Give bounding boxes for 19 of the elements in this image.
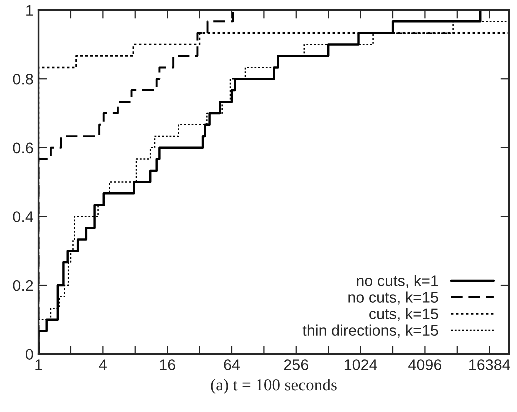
y-tick-label: 0 — [26, 349, 34, 360]
x-tick-label: 16 — [160, 360, 176, 370]
y-tick-label: 1 — [26, 5, 34, 16]
x-tick-label: 4 — [99, 360, 107, 370]
legend-label: no cuts, k=15 — [348, 292, 438, 305]
x-tick-label: 16384 — [470, 360, 510, 370]
legend-label: cuts, k=15 — [370, 308, 438, 322]
legend-label: no cuts, k=1 — [357, 275, 438, 288]
legend-label: thin directions, k=15 — [302, 324, 438, 338]
x-tick-label: 4096 — [408, 360, 442, 370]
x-tick-label: 1024 — [344, 360, 378, 370]
x-tick-label: 256 — [284, 360, 308, 370]
y-tick-label: 0.6 — [13, 142, 34, 154]
x-axis-title: (a) t = 100 seconds — [211, 378, 337, 394]
x-tick-label: 64 — [224, 360, 240, 370]
y-tick-label: 0.8 — [13, 74, 34, 85]
y-tick-label: 0.2 — [13, 280, 34, 292]
x-tick-label: 1 — [36, 360, 42, 370]
y-tick-label: 0.4 — [13, 212, 34, 222]
